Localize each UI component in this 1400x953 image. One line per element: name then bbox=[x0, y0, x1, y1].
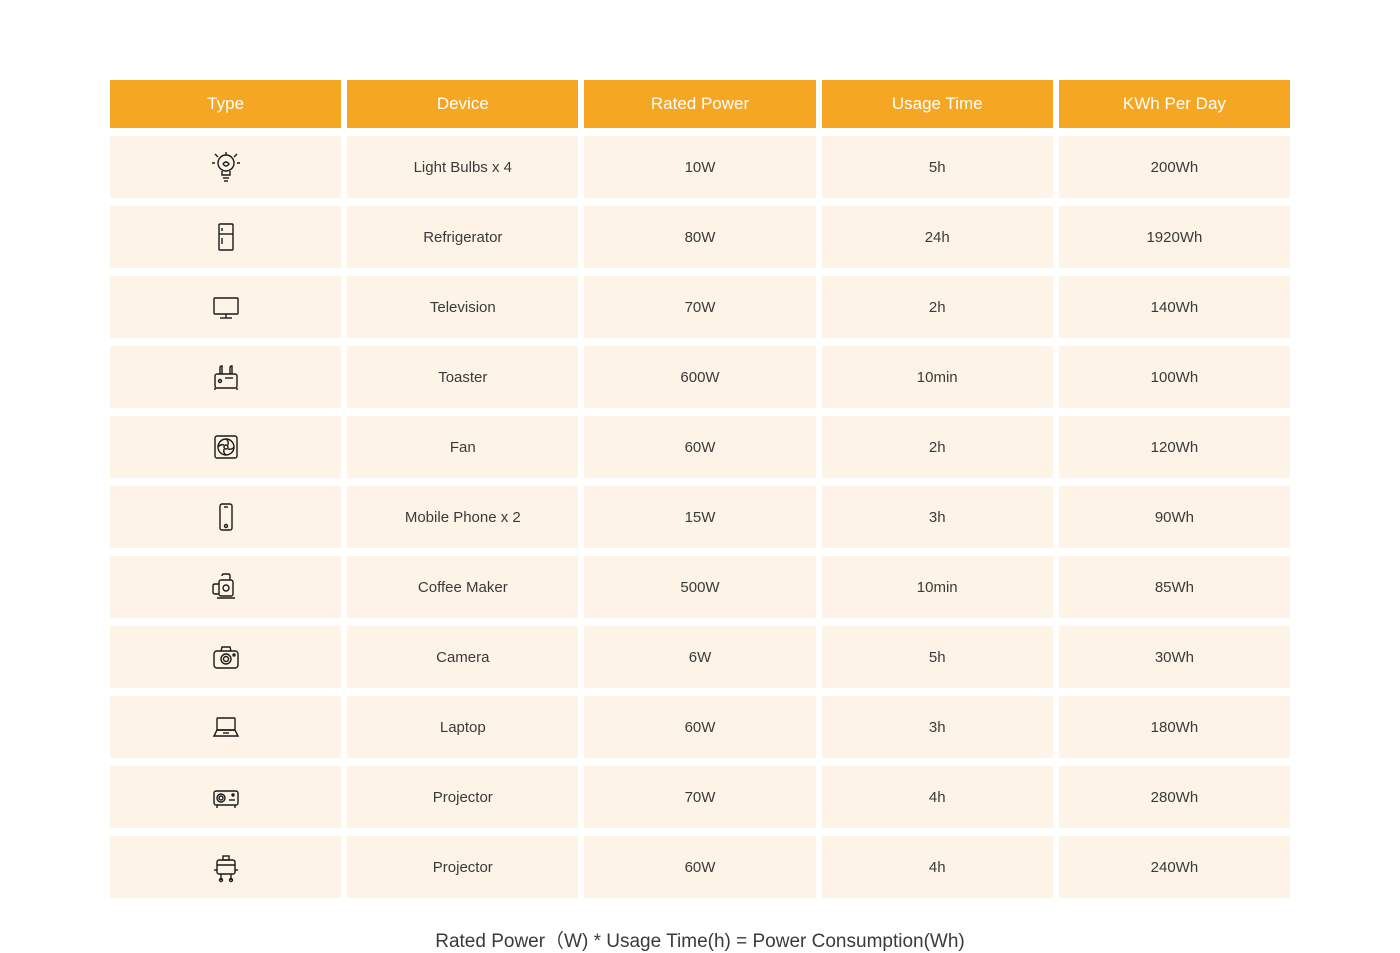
lightbulb-icon bbox=[110, 136, 341, 198]
cell-kwh-per_day: 140Wh bbox=[1059, 276, 1290, 338]
cell-kwh-per_day: 85Wh bbox=[1059, 556, 1290, 618]
table-row: Toaster600W10min100Wh bbox=[110, 346, 1290, 408]
header-type: Type bbox=[110, 80, 341, 128]
header-rated-power: Rated Power bbox=[584, 80, 815, 128]
cell-device: Projector bbox=[347, 766, 578, 828]
cell-rated-power: 600W bbox=[584, 346, 815, 408]
cell-device: Refrigerator bbox=[347, 206, 578, 268]
power-consumption-table: Type Device Rated Power Usage Time KWh P… bbox=[110, 80, 1290, 898]
cell-device: Television bbox=[347, 276, 578, 338]
cell-kwh-per_day: 240Wh bbox=[1059, 836, 1290, 898]
cell-rated-power: 10W bbox=[584, 136, 815, 198]
formula-text: Rated Power（W) * Usage Time(h) = Power C… bbox=[110, 926, 1290, 953]
table-row: Refrigerator80W24h1920Wh bbox=[110, 206, 1290, 268]
table-row: Light Bulbs x 410W5h200Wh bbox=[110, 136, 1290, 198]
header-device: Device bbox=[347, 80, 578, 128]
cell-usage-time: 4h bbox=[822, 836, 1053, 898]
cell-rated-power: 60W bbox=[584, 696, 815, 758]
camera-icon bbox=[110, 626, 341, 688]
cell-rated-power: 80W bbox=[584, 206, 815, 268]
cell-device: Fan bbox=[347, 416, 578, 478]
cell-rated-power: 60W bbox=[584, 416, 815, 478]
laptop-icon bbox=[110, 696, 341, 758]
cell-kwh-per_day: 200Wh bbox=[1059, 136, 1290, 198]
table-header-row: Type Device Rated Power Usage Time KWh P… bbox=[110, 80, 1290, 128]
cell-kwh-per_day: 280Wh bbox=[1059, 766, 1290, 828]
cell-kwh-per_day: 100Wh bbox=[1059, 346, 1290, 408]
grill-icon bbox=[110, 836, 341, 898]
cell-usage-time: 5h bbox=[822, 136, 1053, 198]
cell-kwh-per_day: 90Wh bbox=[1059, 486, 1290, 548]
table-row: Camera6W5h30Wh bbox=[110, 626, 1290, 688]
cell-usage-time: 10min bbox=[822, 556, 1053, 618]
table-row: Television70W2h140Wh bbox=[110, 276, 1290, 338]
television-icon bbox=[110, 276, 341, 338]
cell-device: Toaster bbox=[347, 346, 578, 408]
table-row: Projector60W4h240Wh bbox=[110, 836, 1290, 898]
toaster-icon bbox=[110, 346, 341, 408]
cell-rated-power: 15W bbox=[584, 486, 815, 548]
cell-device: Projector bbox=[347, 836, 578, 898]
header-kwh-per-day: KWh Per Day bbox=[1059, 80, 1290, 128]
projector-icon bbox=[110, 766, 341, 828]
cell-device: Laptop bbox=[347, 696, 578, 758]
table-row: Projector70W4h280Wh bbox=[110, 766, 1290, 828]
table-row: Laptop60W3h180Wh bbox=[110, 696, 1290, 758]
cell-device: Mobile Phone x 2 bbox=[347, 486, 578, 548]
cell-rated-power: 6W bbox=[584, 626, 815, 688]
cell-kwh-per_day: 1920Wh bbox=[1059, 206, 1290, 268]
cell-device: Light Bulbs x 4 bbox=[347, 136, 578, 198]
refrigerator-icon bbox=[110, 206, 341, 268]
table-row: Mobile Phone x 215W3h90Wh bbox=[110, 486, 1290, 548]
cell-rated-power: 500W bbox=[584, 556, 815, 618]
cell-kwh-per_day: 120Wh bbox=[1059, 416, 1290, 478]
cell-usage-time: 3h bbox=[822, 486, 1053, 548]
coffee-icon bbox=[110, 556, 341, 618]
table-row: Coffee Maker500W10min85Wh bbox=[110, 556, 1290, 618]
cell-usage-time: 24h bbox=[822, 206, 1053, 268]
table-row: Fan60W2h120Wh bbox=[110, 416, 1290, 478]
cell-rated-power: 70W bbox=[584, 276, 815, 338]
cell-device: Coffee Maker bbox=[347, 556, 578, 618]
cell-usage-time: 3h bbox=[822, 696, 1053, 758]
cell-usage-time: 10min bbox=[822, 346, 1053, 408]
cell-rated-power: 70W bbox=[584, 766, 815, 828]
mobile-icon bbox=[110, 486, 341, 548]
cell-kwh-per_day: 180Wh bbox=[1059, 696, 1290, 758]
cell-rated-power: 60W bbox=[584, 836, 815, 898]
cell-kwh-per_day: 30Wh bbox=[1059, 626, 1290, 688]
cell-device: Camera bbox=[347, 626, 578, 688]
cell-usage-time: 5h bbox=[822, 626, 1053, 688]
cell-usage-time: 2h bbox=[822, 276, 1053, 338]
cell-usage-time: 4h bbox=[822, 766, 1053, 828]
header-usage-time: Usage Time bbox=[822, 80, 1053, 128]
cell-usage-time: 2h bbox=[822, 416, 1053, 478]
fan-icon bbox=[110, 416, 341, 478]
